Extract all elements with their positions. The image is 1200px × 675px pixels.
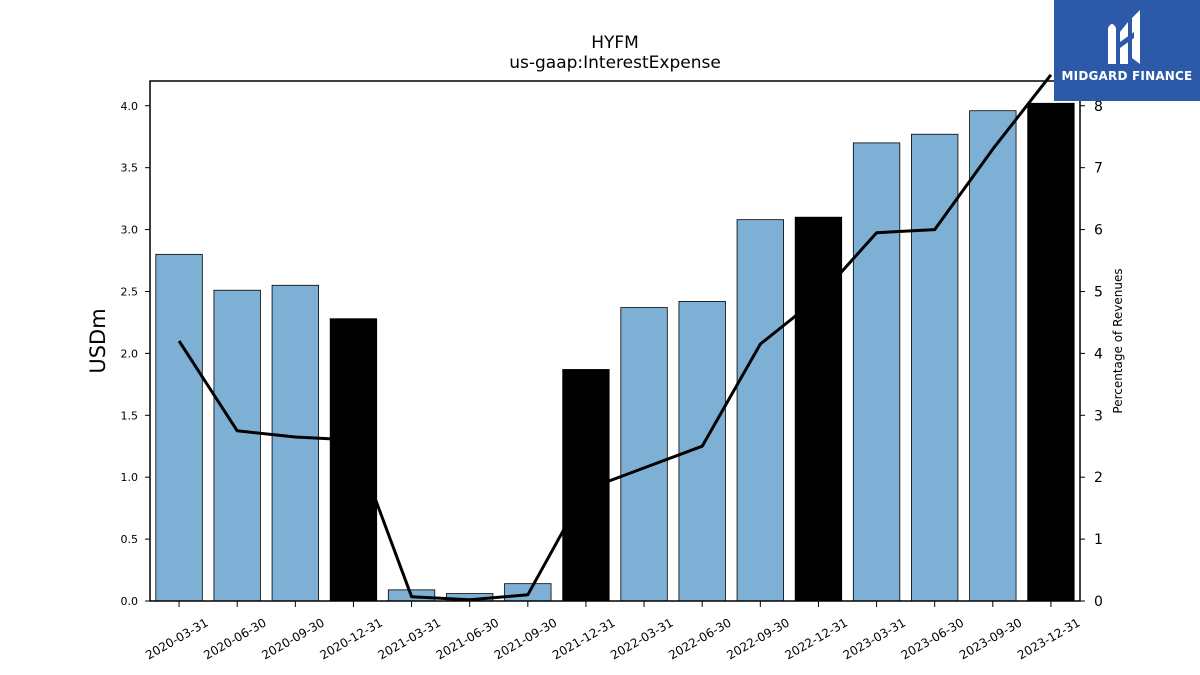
bar-2020-06-30	[213, 289, 261, 602]
midgard-finance-logo: MIDGARD FINANCE	[1054, 0, 1200, 101]
x-axis: 2020-03-312020-06-302020-09-302020-12-31…	[143, 601, 1082, 662]
bar-2023-09-30	[969, 110, 1017, 602]
x-tick-label: 2023-09-30	[957, 615, 1024, 662]
bar-2022-03-31	[620, 307, 668, 602]
x-tick-label: 2020-03-31	[143, 615, 210, 662]
logo-mark-icon	[1108, 10, 1140, 64]
bar-2020-03-31	[155, 253, 203, 602]
y2-tick-label: 0	[1094, 594, 1103, 610]
line-layer	[177, 73, 1053, 602]
y2-axis-label: Percentage of Revenues	[1111, 268, 1125, 413]
y-axis-right: 0 1 2 3 4 5 6 7 8	[1080, 99, 1103, 610]
y2-tick-label: 7	[1094, 161, 1103, 177]
bar-2021-12-31	[562, 369, 610, 602]
y2-tick-label: 8	[1094, 99, 1103, 115]
logo-text: MIDGARD FINANCE	[1061, 69, 1193, 83]
x-tick-label: 2020-09-30	[259, 615, 326, 662]
x-tick-label: 2022-12-31	[783, 615, 850, 662]
y-axis-label: USDm	[86, 308, 110, 373]
y-tick-label: 3.5	[121, 162, 139, 175]
plot-frame	[149, 80, 1081, 602]
x-tick-label: 2022-09-30	[724, 615, 791, 662]
x-tick-label: 2021-09-30	[492, 615, 559, 662]
bars-layer	[155, 102, 1075, 602]
x-tick-label: 2023-06-30	[899, 615, 966, 662]
bar-2023-03-31	[852, 142, 901, 602]
y2-tick-label: 2	[1094, 470, 1103, 486]
x-tick-label: 2022-03-31	[608, 615, 675, 662]
bar-2022-09-30	[736, 219, 784, 602]
x-tick-label: 2023-12-31	[1015, 615, 1082, 662]
x-tick-label: 2020-12-31	[318, 615, 385, 662]
x-tick-label: 2021-06-30	[434, 615, 501, 662]
y-tick-label: 3.0	[121, 224, 139, 237]
bar-2020-09-30	[271, 284, 319, 602]
bar-2023-12-31	[1027, 102, 1075, 602]
chart-subtitle: us-gaap:InterestExpense	[509, 53, 721, 73]
y2-tick-label: 1	[1094, 532, 1103, 548]
y-tick-label: 1.5	[121, 409, 139, 422]
chart-title: HYFM	[591, 33, 639, 53]
x-tick-label: 2020-06-30	[201, 615, 268, 662]
percentage-line	[177, 73, 1053, 602]
x-tick-label: 2021-03-31	[376, 615, 443, 662]
y-tick-label: 0.5	[121, 533, 139, 546]
x-tick-label: 2021-12-31	[550, 615, 617, 662]
y2-tick-label: 6	[1094, 223, 1103, 239]
bar-2020-12-31	[329, 318, 378, 602]
bar-2023-06-30	[911, 133, 959, 602]
x-tick-label: 2022-06-30	[666, 615, 733, 662]
y2-tick-label: 3	[1094, 408, 1103, 424]
y2-tick-label: 4	[1094, 346, 1103, 362]
x-tick-label: 2023-03-31	[841, 615, 908, 662]
y-tick-label: 4.0	[121, 100, 139, 113]
y-tick-label: 2.0	[121, 347, 139, 360]
y-tick-label: 1.0	[121, 471, 139, 484]
y-tick-label: 2.5	[121, 285, 139, 298]
y2-tick-label: 5	[1094, 284, 1103, 300]
bar-2022-12-31	[794, 216, 843, 602]
y-axis-left: 0.0 0.5 1.0 1.5 2.0 2.5 3.0 3.5 4.0	[121, 100, 150, 608]
y-tick-label: 0.0	[121, 595, 139, 608]
